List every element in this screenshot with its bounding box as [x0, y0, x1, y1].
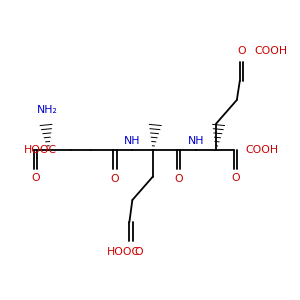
- Text: COOH: COOH: [246, 145, 279, 155]
- Text: HOOC: HOOC: [23, 145, 56, 155]
- Text: O: O: [134, 247, 142, 256]
- Text: COOH: COOH: [254, 46, 287, 56]
- Text: O: O: [232, 173, 240, 183]
- Text: NH: NH: [124, 136, 141, 146]
- Text: NH₂: NH₂: [37, 105, 57, 115]
- Text: HOOC: HOOC: [107, 247, 140, 256]
- Text: NH: NH: [188, 136, 204, 146]
- Text: O: O: [174, 174, 183, 184]
- Text: O: O: [111, 174, 119, 184]
- Text: O: O: [237, 46, 246, 56]
- Text: O: O: [32, 173, 40, 183]
